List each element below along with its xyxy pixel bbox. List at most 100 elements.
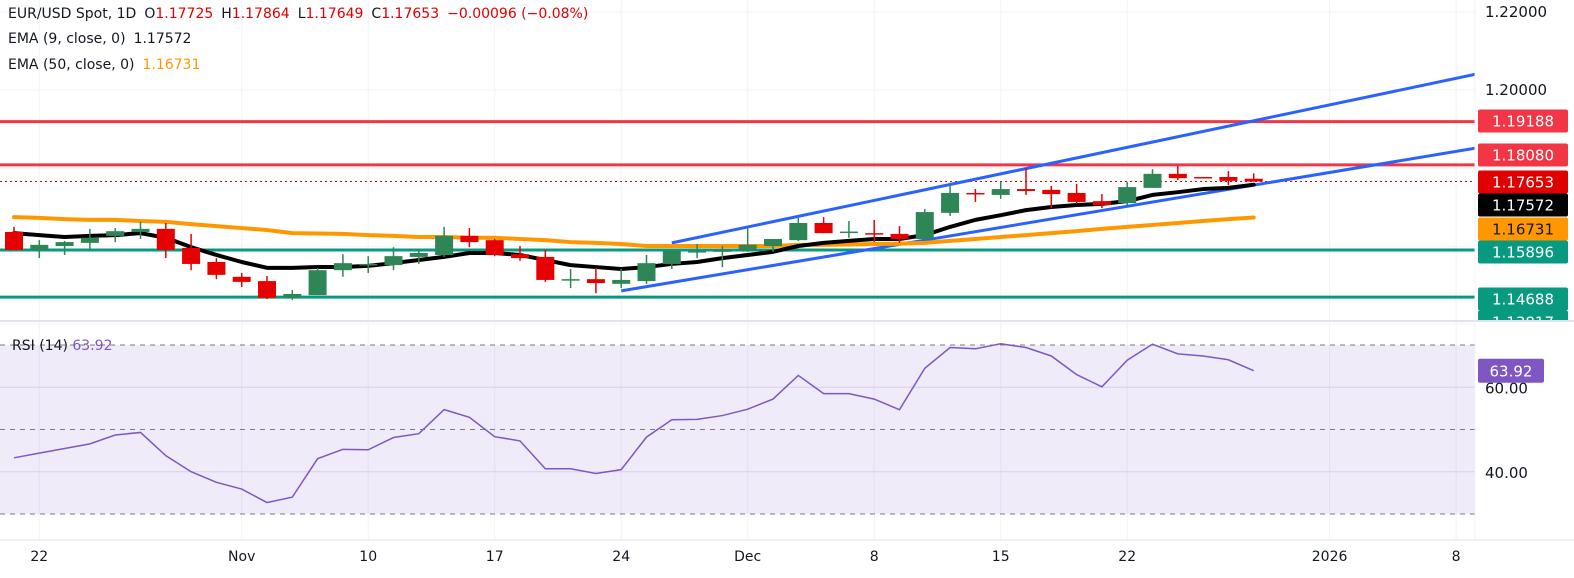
candle[interactable] (485, 238, 504, 257)
candle[interactable] (991, 182, 1010, 199)
close-label: C (371, 6, 382, 22)
candle[interactable] (814, 217, 833, 234)
time-tick-label: 17 (486, 549, 504, 565)
candle-body (232, 276, 251, 282)
candle[interactable] (688, 244, 707, 259)
candle-body (941, 192, 960, 213)
price-axis[interactable]: 1.22000 1.20000 1.19188 1.18080 1.17653 1.175… (1478, 3, 1568, 334)
candle[interactable] (232, 272, 251, 287)
time-tick-label: 24 (612, 549, 630, 565)
candle[interactable] (460, 228, 479, 248)
candle[interactable] (1067, 183, 1086, 204)
candle[interactable] (1042, 185, 1061, 209)
candle-body (1092, 201, 1111, 206)
candle[interactable] (637, 254, 656, 284)
time-tick-label: 8 (1452, 549, 1461, 565)
candle[interactable] (384, 247, 403, 271)
close-value: 1.17653 (381, 6, 440, 22)
candle[interactable] (1118, 182, 1137, 206)
price-tick-label: 1.22000 (1485, 3, 1547, 21)
candle[interactable] (258, 276, 276, 300)
candle-body (536, 256, 555, 280)
time-tick-label: Nov (228, 549, 255, 565)
candle[interactable] (106, 228, 125, 243)
ema50-legend[interactable]: EMA (50, close, 0) 1.16731 (8, 55, 200, 75)
candle[interactable] (333, 254, 352, 277)
candle-body (207, 261, 226, 275)
candle-body (1067, 192, 1086, 202)
candle[interactable] (561, 269, 580, 289)
price-label-box (1478, 170, 1568, 194)
candle[interactable] (511, 246, 529, 261)
low-value: 1.17649 (305, 6, 364, 22)
candle-body (890, 233, 909, 239)
candle[interactable] (738, 228, 757, 252)
candle[interactable] (586, 267, 605, 294)
candle-body (460, 235, 479, 243)
candle[interactable] (662, 249, 681, 270)
candle[interactable] (536, 249, 555, 282)
candle[interactable] (612, 269, 631, 289)
rsi-band-background (0, 345, 1475, 514)
price-label-text: 1.15896 (1492, 244, 1554, 262)
candle-body (182, 247, 201, 264)
candle[interactable] (713, 246, 732, 268)
candle[interactable] (1168, 166, 1187, 181)
candle[interactable] (131, 221, 150, 239)
candle[interactable] (1092, 194, 1111, 209)
price-label-box (1478, 193, 1568, 217)
candle[interactable] (839, 221, 858, 238)
candle-body (1017, 189, 1035, 192)
ema9-legend[interactable]: EMA (9, close, 0) 1.17572 (8, 29, 191, 49)
candle[interactable] (5, 226, 23, 250)
rsi-pane[interactable] (13, 342, 1254, 504)
candle[interactable] (182, 233, 201, 271)
time-tick-label: 22 (30, 549, 48, 565)
candle-body (156, 228, 175, 250)
price-label-text: 1.17572 (1492, 197, 1554, 215)
candle[interactable] (1143, 169, 1162, 188)
candle[interactable] (764, 238, 782, 252)
rsi-legend[interactable]: RSI (14) 63.92 (12, 336, 112, 356)
candle-body (308, 270, 327, 296)
time-tick-label: 10 (359, 549, 377, 565)
candle-body (409, 253, 428, 257)
candle[interactable] (890, 226, 909, 243)
candle[interactable] (1017, 168, 1035, 195)
symbol-title[interactable]: EUR/USD Spot, 1D (8, 6, 137, 22)
candle[interactable] (55, 240, 74, 255)
candle[interactable] (359, 256, 378, 273)
candle-body (713, 249, 732, 252)
candle[interactable] (207, 258, 226, 280)
candle[interactable] (80, 228, 99, 250)
candle[interactable] (435, 226, 454, 257)
ohlc-legend: EUR/USD Spot, 1D O1.17725 H1.17864 L1.17649… (8, 4, 588, 24)
rsi-axis[interactable]: 60.00 40.00 63.92 (1478, 358, 1544, 482)
rsi-line (13, 342, 1254, 504)
candle[interactable] (409, 249, 428, 264)
price-label-1.18080: 1.18080 (1478, 143, 1568, 167)
time-axis[interactable]: 22 Nov 10 17 24 Dec 8 15 22 2026 8 (0, 539, 1574, 565)
candle-body (1118, 187, 1137, 204)
price-label-text: 1.16731 (1492, 221, 1554, 239)
candle[interactable] (789, 217, 808, 241)
candle[interactable] (1194, 176, 1213, 179)
price-label-1.17653: 1.17653 (1478, 170, 1568, 194)
lower-channel-trendline (620, 146, 1475, 293)
candle[interactable] (1244, 173, 1263, 182)
candle[interactable] (941, 182, 960, 216)
candle-body (80, 237, 99, 243)
ema50-label: EMA (50, close, 0) (8, 57, 135, 73)
price-pane[interactable] (0, 72, 1475, 300)
candle[interactable] (966, 189, 985, 202)
candle[interactable] (865, 219, 884, 243)
candle[interactable] (915, 208, 934, 241)
candle[interactable] (283, 290, 302, 300)
candle[interactable] (1219, 171, 1238, 186)
candle-body (839, 231, 858, 234)
candle[interactable] (308, 267, 327, 296)
candle[interactable] (30, 240, 49, 259)
price-label-1.13817: 1.13817 (1478, 310, 1568, 320)
candle[interactable] (156, 222, 175, 259)
